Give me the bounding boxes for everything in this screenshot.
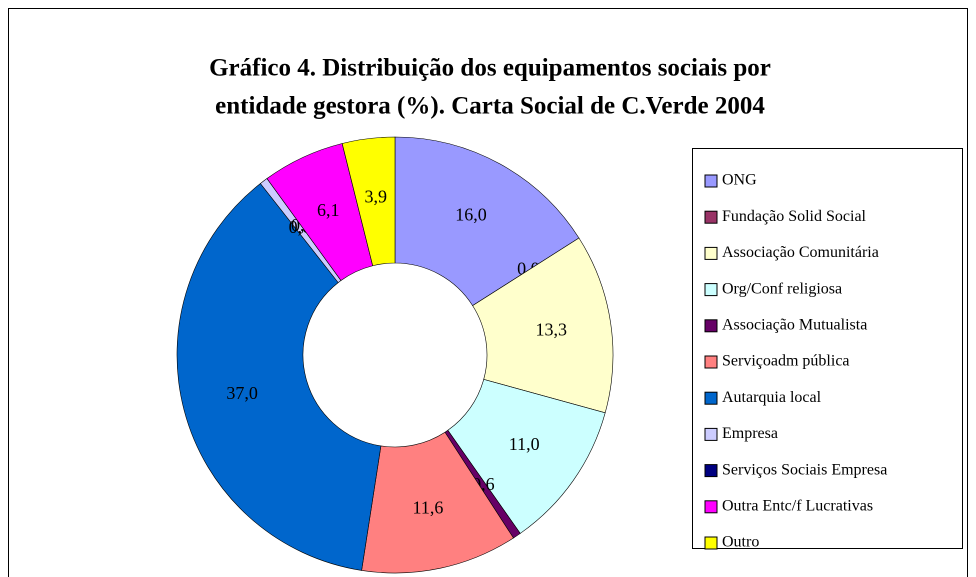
data-label: 11,0 xyxy=(509,434,540,454)
donut-slice xyxy=(394,136,580,307)
chart-title: Gráfico 4. Distribuição dos equipamentos… xyxy=(209,55,771,82)
legend-label: Org/Conf religiosa xyxy=(722,280,842,297)
chart-frame xyxy=(8,8,968,577)
legend-swatch xyxy=(704,355,718,369)
legend-label: ONG xyxy=(722,172,757,189)
legend-swatch xyxy=(704,210,718,224)
chart-subtitle: entidade gestora (%). Carta Social de C.… xyxy=(215,93,765,120)
data-label: 11,6 xyxy=(413,498,444,518)
legend-label: Associação Comunitária xyxy=(722,244,879,261)
data-label: 16,0 xyxy=(455,205,487,225)
legend-swatch xyxy=(704,500,718,514)
data-label: 13,3 xyxy=(535,320,567,340)
data-label: 37,0 xyxy=(226,383,258,403)
donut-slice xyxy=(176,183,382,571)
legend-label: Associação Mutualista xyxy=(722,316,867,333)
legend-label: Serviços Sociais Empresa xyxy=(722,461,887,478)
legend-swatch xyxy=(704,283,718,297)
legend-swatch xyxy=(704,464,718,478)
data-label: 3,9 xyxy=(364,186,387,206)
legend-swatch xyxy=(704,246,718,260)
legend-label: Autarquia local xyxy=(722,389,822,406)
legend-swatch xyxy=(704,427,718,441)
donut-slice xyxy=(472,237,614,414)
donut-slice xyxy=(341,136,396,267)
legend-label: Outra Entc/f Lucrativas xyxy=(722,497,873,514)
legend-label: Outro xyxy=(722,534,759,551)
legend-label: Fundação Solid Social xyxy=(722,208,867,225)
legend-swatch xyxy=(704,391,718,405)
legend-box xyxy=(692,148,963,549)
legend-swatch xyxy=(704,319,718,333)
legend-label: Serviçoadm pública xyxy=(722,353,850,370)
legend-swatch xyxy=(704,174,718,188)
data-label: 6,1 xyxy=(317,200,340,220)
legend-swatch xyxy=(704,536,718,550)
donut-slice xyxy=(447,379,606,534)
legend-label: Empresa xyxy=(722,425,778,442)
